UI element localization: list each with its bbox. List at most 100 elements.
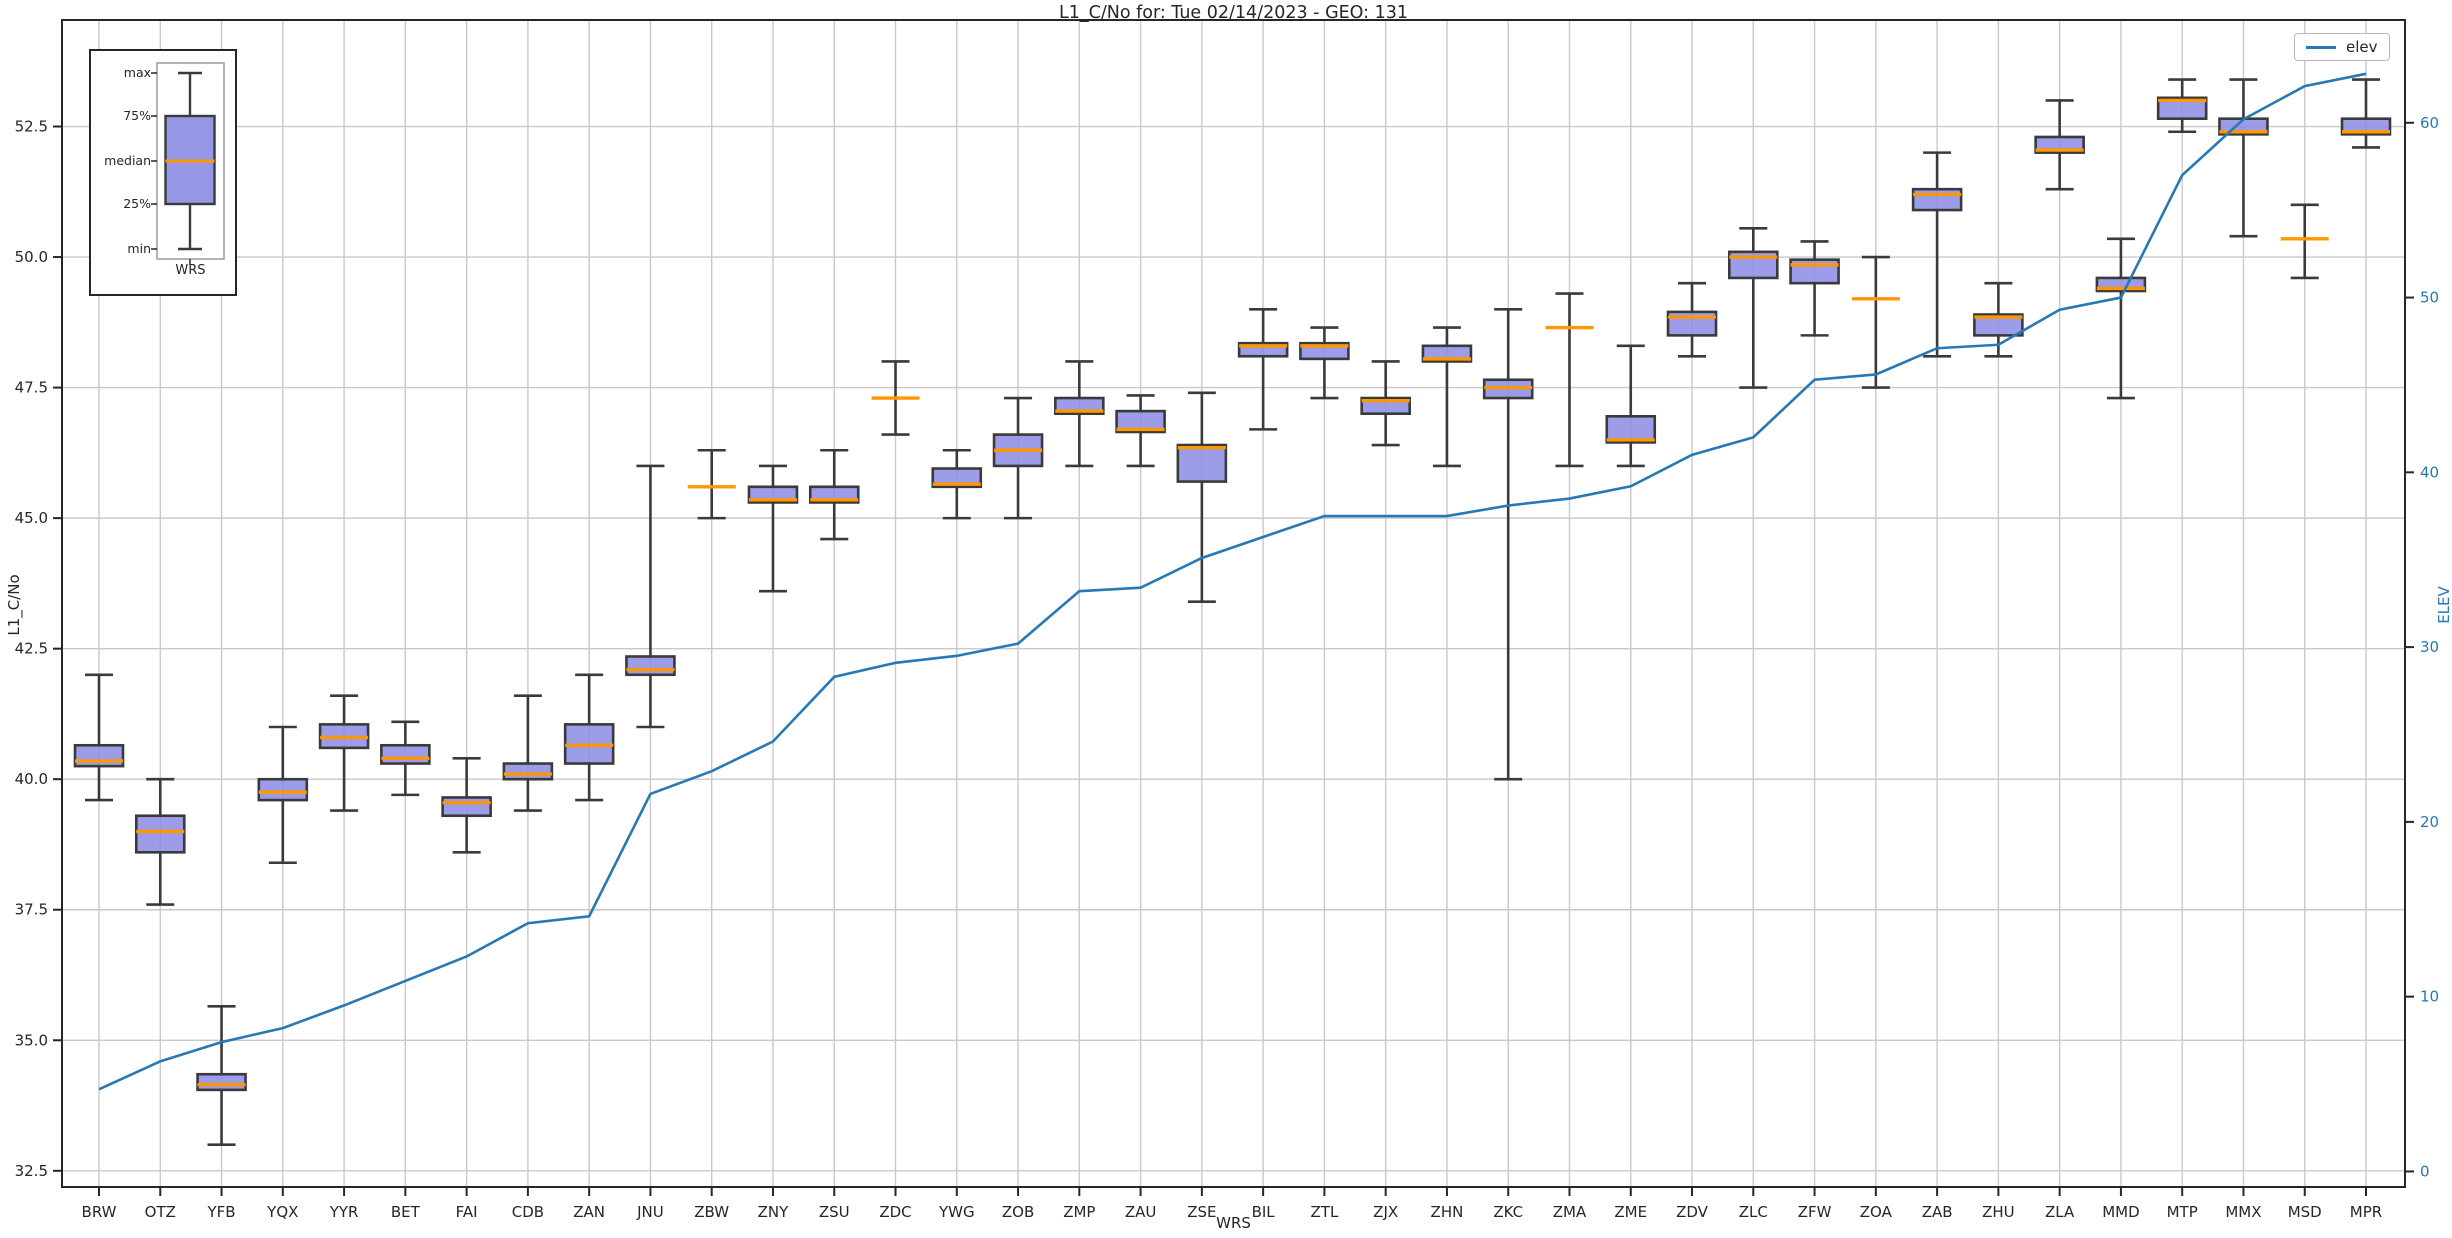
y-tick-label-right: 50 <box>2420 289 2439 307</box>
inset-label-min: min <box>127 241 151 256</box>
x-tick-label: ZBW <box>694 1203 729 1221</box>
x-tick-label: YYR <box>329 1203 359 1221</box>
x-tick-label: ZHN <box>1431 1203 1464 1221</box>
boxplot-ZLA <box>2034 99 2085 191</box>
x-tick-label: BRW <box>82 1203 117 1221</box>
boxplot-ZHN <box>1421 326 1473 468</box>
inset-x-axis-label: WRS <box>175 263 206 278</box>
x-tick-label: ZLC <box>1739 1203 1768 1221</box>
x-tick-label: BET <box>391 1203 421 1221</box>
boxplot-ZLC <box>1727 227 1779 389</box>
boxplot-JNU <box>625 464 676 729</box>
y-tick-label-right: 20 <box>2420 813 2439 831</box>
boxplot-OTZ <box>134 777 186 906</box>
gridlines <box>62 20 2405 1187</box>
x-tick-label: ZHU <box>1982 1203 2015 1221</box>
y-tick-label-left: 52.5 <box>15 118 48 136</box>
boxplot-ZDV <box>1666 281 1718 358</box>
x-tick-label: MMD <box>2102 1203 2139 1221</box>
boxplot-YQX <box>257 725 309 865</box>
boxplot-key-inset <box>89 49 237 296</box>
x-tick-label: ZME <box>1614 1203 1647 1221</box>
y-tick-label-right: 0 <box>2420 1162 2430 1180</box>
elev-line-swatch-icon <box>2306 45 2336 49</box>
y-tick-label-left: 50.0 <box>15 248 48 266</box>
x-tick-label: ZOA <box>1860 1203 1893 1221</box>
x-tick-label: ZMP <box>1063 1203 1095 1221</box>
elev-line <box>98 72 2367 1091</box>
x-tick-label: ZFW <box>1798 1203 1832 1221</box>
boxplot-ZJX <box>1360 360 1411 447</box>
plot-border <box>61 19 2406 1188</box>
x-tick-label: CDB <box>512 1203 544 1221</box>
legend: elev <box>2294 33 2390 61</box>
x-tick-label: OTZ <box>145 1203 176 1221</box>
boxplot-ZMA <box>1545 292 1594 468</box>
boxplot-ZAU <box>1115 394 1166 468</box>
boxplot-ZTL <box>1299 326 1350 400</box>
boxplot-ZOA <box>1851 255 1900 389</box>
boxplot-MSD <box>2280 203 2329 280</box>
x-tick-label: JNU <box>636 1203 664 1221</box>
boxplot-BET <box>380 720 431 797</box>
y-tick-label-right: 10 <box>2420 988 2439 1006</box>
x-tick-label: ZSE <box>1187 1203 1216 1221</box>
x-tick-label: ZLA <box>2045 1203 2075 1221</box>
y-tick-label-right: 40 <box>2420 463 2439 481</box>
y-tick-label-left: 37.5 <box>15 901 48 919</box>
boxplot-ZAB <box>1911 151 1963 358</box>
boxplot-FAI <box>441 757 492 854</box>
boxplot-ZSE <box>1176 391 1228 603</box>
boxplot-ZBW <box>687 448 736 520</box>
x-tick-label: MPR <box>2350 1203 2382 1221</box>
y-axis-label-right: ELEV <box>2435 586 2452 624</box>
boxplot-YFB <box>196 1005 247 1147</box>
y-axis-label-left: L1_C/No <box>5 574 23 636</box>
boxplot-ZSU <box>808 448 860 541</box>
x-tick-label: ZOB <box>1002 1203 1034 1221</box>
y-tick-label-left: 47.5 <box>15 379 48 397</box>
y-tick-label-left: 35.0 <box>15 1031 48 1049</box>
boxplot-YWG <box>931 448 983 520</box>
boxplot-CDB <box>502 694 554 812</box>
x-tick-label: YQX <box>266 1203 298 1221</box>
boxplot-ZAN <box>563 673 615 802</box>
x-tick-label: ZDC <box>879 1203 911 1221</box>
boxplot-YYR <box>318 694 370 812</box>
boxplot-ZFW <box>1789 240 1840 337</box>
x-tick-label: MMX <box>2225 1203 2261 1221</box>
inset-label-median: median <box>104 153 151 168</box>
x-tick-label: ZAU <box>1125 1203 1157 1221</box>
x-axis-label: WRS <box>1216 1214 1251 1232</box>
boxplot-MTP <box>2156 78 2208 134</box>
boxplot-ZME <box>1605 344 1657 468</box>
boxplot-ZMP <box>1054 360 1105 468</box>
x-tick-label: ZMA <box>1553 1203 1587 1221</box>
x-tick-label: BIL <box>1252 1203 1276 1221</box>
boxplot-MMX <box>2218 78 2269 238</box>
boxplot-BRW <box>73 673 125 802</box>
boxplot-ZDC <box>871 360 920 436</box>
x-tick-label: ZJX <box>1373 1203 1398 1221</box>
legend-label: elev <box>2346 38 2378 56</box>
x-tick-label: YFB <box>206 1203 235 1221</box>
x-tick-label: ZSU <box>819 1203 850 1221</box>
x-tick-label: MSD <box>2288 1203 2322 1221</box>
inset-label-75pct: 75% <box>123 108 151 123</box>
y-tick-label-left: 42.5 <box>15 640 48 658</box>
y-tick-label-left: 32.5 <box>15 1162 48 1180</box>
x-tick-label: ZDV <box>1676 1203 1709 1221</box>
boxplot-ZOB <box>992 396 1044 520</box>
x-tick-label: YWG <box>938 1203 975 1221</box>
x-tick-label: FAI <box>456 1203 478 1221</box>
x-tick-label: ZTL <box>1311 1203 1339 1221</box>
boxplot-ZNY <box>747 464 799 593</box>
inset-label-25pct: 25% <box>123 196 151 211</box>
y-tick-label-left: 40.0 <box>15 770 48 788</box>
x-tick-label: MTP <box>2167 1203 2198 1221</box>
chart-title: L1_C/No for: Tue 02/14/2023 - GEO: 131 <box>1058 3 1409 23</box>
axis-ticks: 32.5 35.0 37.5 40.0 42.5 45.0 47.5 50.0 52.5 0 10 2… <box>15 114 2440 1221</box>
x-tick-label: ZKC <box>1493 1203 1523 1221</box>
